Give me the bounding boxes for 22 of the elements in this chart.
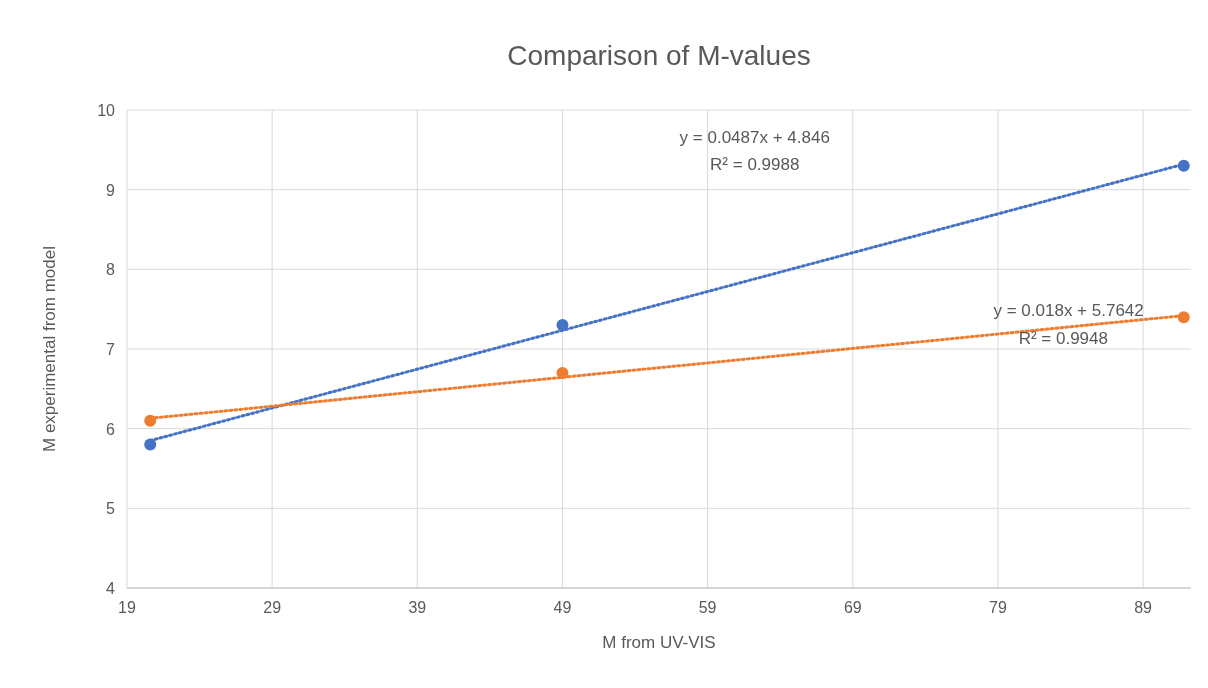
y-tick-label: 10 <box>97 102 116 119</box>
annotation: y = 0.018x + 5.7642 <box>993 300 1144 320</box>
x-tick-label: 19 <box>118 599 136 616</box>
x-tick-label: 49 <box>553 599 572 616</box>
annotation: y = 0.0487x + 4.846 <box>679 128 830 148</box>
y-axis-title: M experimental from model <box>40 246 59 452</box>
y-tick-label: 4 <box>106 580 116 597</box>
y-tick-label: 9 <box>106 181 116 199</box>
y-tick-label: 8 <box>106 261 116 279</box>
x-tick-label: 59 <box>698 599 717 616</box>
chart-title: Comparison of M-values <box>507 40 811 71</box>
x-tick-label: 39 <box>408 599 427 616</box>
x-axis-title: M from UV-VIS <box>602 633 716 652</box>
x-tick-label: 89 <box>1134 599 1153 616</box>
y-tick-label: 7 <box>106 341 116 358</box>
annotation: R² = 0.9948 <box>1018 329 1108 349</box>
y-tick-label: 6 <box>106 420 116 438</box>
x-tick-label: 29 <box>263 599 282 616</box>
x-tick-label: 69 <box>843 599 862 616</box>
x-tick-label: 79 <box>989 599 1007 616</box>
y-tick-label: 5 <box>106 500 116 518</box>
annotation: R² = 0.9988 <box>710 154 800 174</box>
